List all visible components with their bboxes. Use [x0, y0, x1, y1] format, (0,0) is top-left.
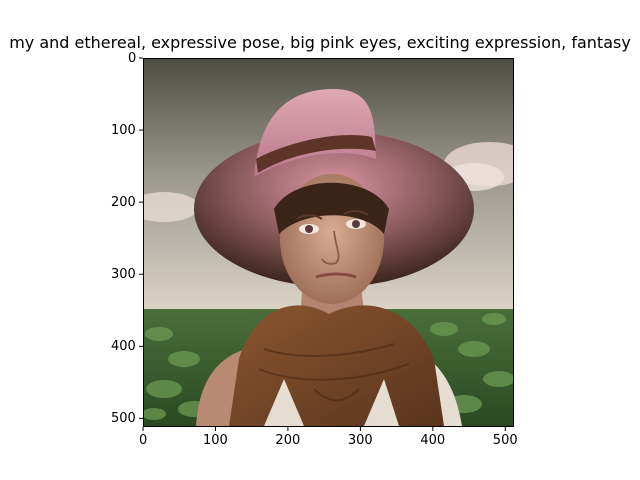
brown-scarf — [229, 305, 444, 426]
x-tick-label: 500 — [492, 433, 518, 448]
x-tick-label: 200 — [275, 433, 301, 448]
cloud-left — [144, 192, 199, 222]
figure-title: my and ethereal, expressive pose, big pi… — [9, 33, 631, 52]
y-tick-label: 300 — [111, 266, 136, 282]
x-tick-label: 0 — [139, 433, 148, 448]
generated-image — [144, 59, 513, 426]
y-tick-label: 500 — [111, 410, 136, 426]
x-tick-label: 100 — [202, 433, 228, 448]
hat-band — [256, 135, 376, 173]
x-tick-label: 300 — [347, 433, 373, 448]
x-tick-label: 400 — [420, 433, 446, 448]
mouth — [315, 272, 357, 279]
y-tick-label: 100 — [111, 122, 136, 138]
y-tick-label: 0 — [128, 50, 137, 66]
y-tick-label: 200 — [111, 194, 136, 210]
y-tick-label: 400 — [111, 338, 136, 354]
image-plot-area — [143, 58, 514, 427]
